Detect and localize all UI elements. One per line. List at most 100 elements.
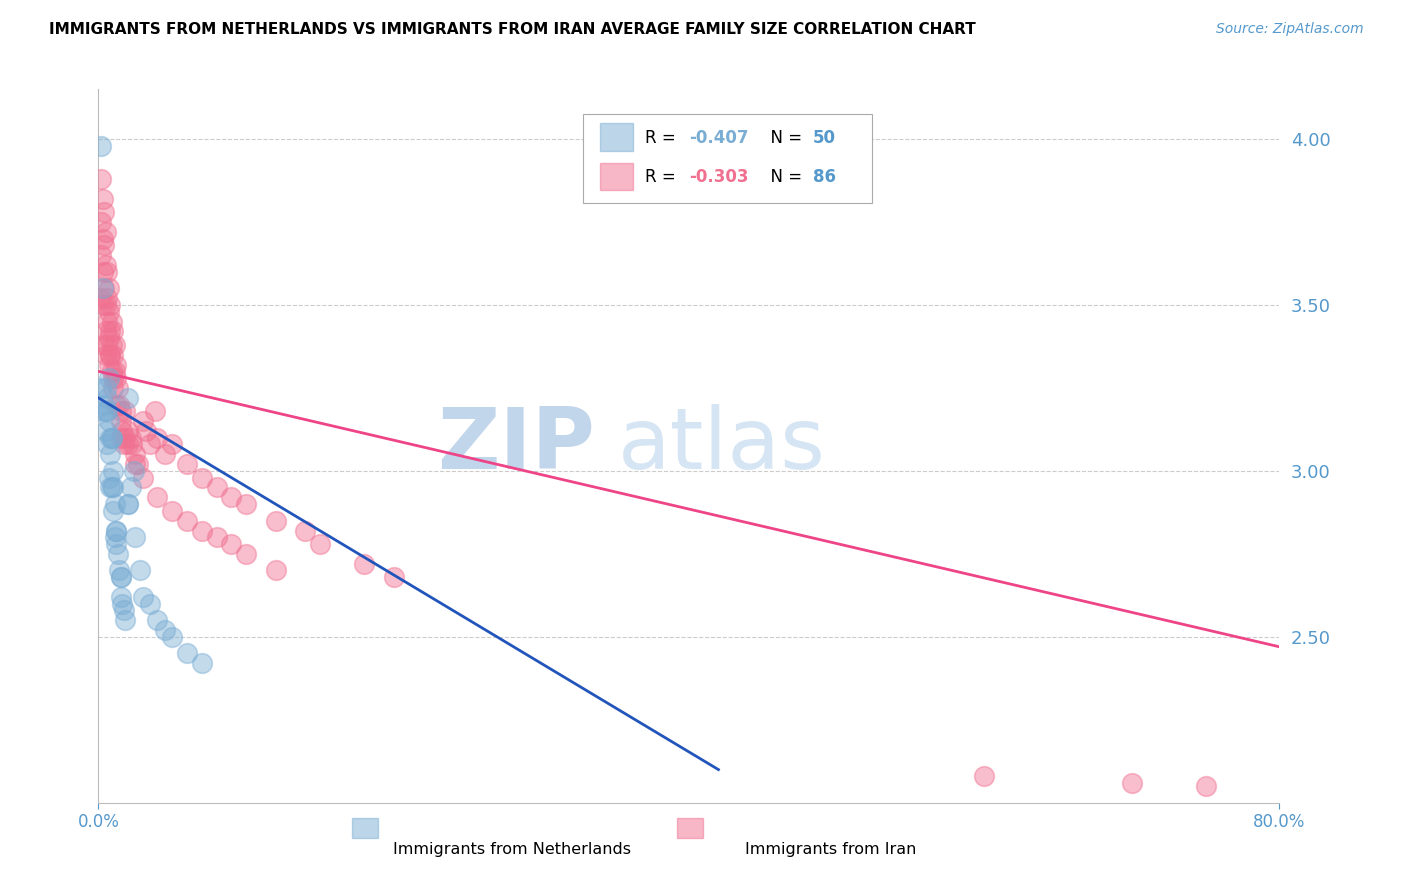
Point: [103, 481, 125, 495]
Point: [93, 338, 115, 352]
Text: -0.303: -0.303: [689, 168, 748, 186]
Point: [127, 457, 149, 471]
Point: [100, 481, 122, 495]
Point: [153, 624, 176, 638]
Point: [120, 431, 142, 445]
Point: [93, 238, 115, 252]
Point: [94, 298, 117, 312]
Point: [96, 265, 118, 279]
Point: [132, 590, 155, 604]
Point: [107, 547, 129, 561]
Point: [94, 404, 117, 418]
Point: [153, 447, 176, 461]
Point: [90, 215, 112, 229]
Point: [176, 457, 198, 471]
Point: [93, 397, 115, 411]
Point: [94, 325, 117, 339]
Point: [104, 364, 127, 378]
Point: [124, 457, 146, 471]
Point: [143, 404, 166, 418]
Point: [94, 381, 117, 395]
Text: N =: N =: [759, 129, 807, 147]
Point: [97, 331, 120, 345]
Point: [191, 470, 214, 484]
Point: [94, 348, 117, 362]
FancyBboxPatch shape: [600, 123, 634, 151]
Point: [90, 381, 112, 395]
Point: [98, 325, 121, 339]
Point: [162, 504, 183, 518]
Point: [100, 431, 122, 445]
Point: [91, 231, 114, 245]
Point: [117, 437, 139, 451]
Point: [105, 358, 128, 372]
Point: [146, 431, 169, 445]
Point: [353, 557, 375, 571]
Text: atlas: atlas: [619, 404, 827, 488]
Point: [132, 470, 155, 484]
Point: [90, 248, 112, 262]
Point: [191, 524, 214, 538]
Point: [108, 564, 131, 578]
Point: [91, 265, 114, 279]
Point: [93, 281, 115, 295]
Point: [162, 437, 183, 451]
Point: [103, 348, 125, 362]
Point: [146, 491, 169, 505]
Point: [176, 647, 198, 661]
Point: [114, 404, 136, 418]
Point: [96, 338, 118, 352]
Point: [91, 298, 114, 312]
Point: [98, 348, 121, 362]
Point: [104, 338, 127, 352]
Text: Immigrants from Netherlands: Immigrants from Netherlands: [392, 842, 631, 857]
Point: [117, 424, 139, 438]
Point: [139, 597, 162, 611]
Point: [221, 537, 243, 551]
Point: [973, 769, 995, 783]
Point: [104, 497, 127, 511]
Point: [94, 258, 117, 272]
Point: [309, 537, 332, 551]
Point: [97, 304, 120, 318]
FancyBboxPatch shape: [600, 163, 634, 190]
Text: Immigrants from Iran: Immigrants from Iran: [745, 842, 917, 857]
Point: [264, 564, 287, 578]
Point: [1195, 779, 1218, 793]
Point: [96, 404, 118, 418]
Text: R =: R =: [645, 129, 682, 147]
Text: 50: 50: [813, 129, 837, 147]
Point: [110, 414, 132, 428]
Point: [97, 358, 120, 372]
Point: [122, 464, 145, 478]
Point: [112, 437, 135, 451]
Text: ZIP: ZIP: [437, 404, 595, 488]
Point: [110, 431, 132, 445]
Point: [103, 325, 125, 339]
Point: [96, 391, 118, 405]
Point: [105, 371, 128, 385]
Point: [105, 524, 128, 538]
Point: [105, 524, 128, 538]
Text: R =: R =: [645, 168, 682, 186]
Text: -0.407: -0.407: [689, 129, 748, 147]
Point: [103, 371, 125, 385]
Point: [139, 437, 162, 451]
Point: [103, 381, 125, 395]
Point: [97, 470, 120, 484]
Point: [128, 564, 150, 578]
Point: [114, 613, 136, 627]
Point: [121, 437, 143, 451]
Point: [114, 431, 136, 445]
Point: [97, 414, 120, 428]
Point: [117, 391, 139, 405]
Point: [117, 497, 139, 511]
Point: [235, 547, 257, 561]
Point: [98, 431, 121, 445]
Text: 86: 86: [813, 168, 837, 186]
Point: [110, 404, 132, 418]
Point: [96, 291, 118, 305]
Point: [104, 530, 127, 544]
Point: [191, 657, 214, 671]
Point: [124, 447, 146, 461]
